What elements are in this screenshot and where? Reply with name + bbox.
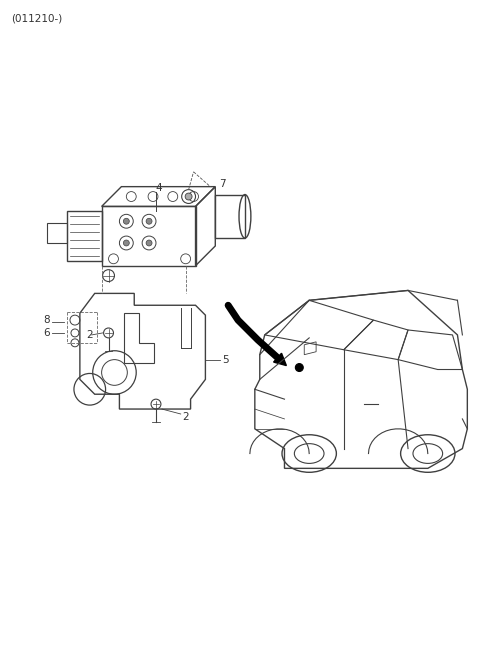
Circle shape	[123, 240, 129, 246]
Text: 8: 8	[43, 315, 49, 325]
Text: 2: 2	[86, 330, 93, 340]
Circle shape	[146, 218, 152, 224]
Text: 2: 2	[182, 412, 189, 422]
Text: 7: 7	[219, 179, 226, 189]
Circle shape	[185, 193, 192, 200]
Text: 4: 4	[156, 183, 162, 193]
Circle shape	[146, 240, 152, 246]
Text: 6: 6	[43, 328, 49, 338]
Polygon shape	[274, 353, 287, 365]
Text: 5: 5	[222, 354, 228, 365]
Circle shape	[123, 218, 129, 224]
Circle shape	[295, 364, 303, 371]
Text: (011210-): (011210-)	[11, 14, 62, 24]
